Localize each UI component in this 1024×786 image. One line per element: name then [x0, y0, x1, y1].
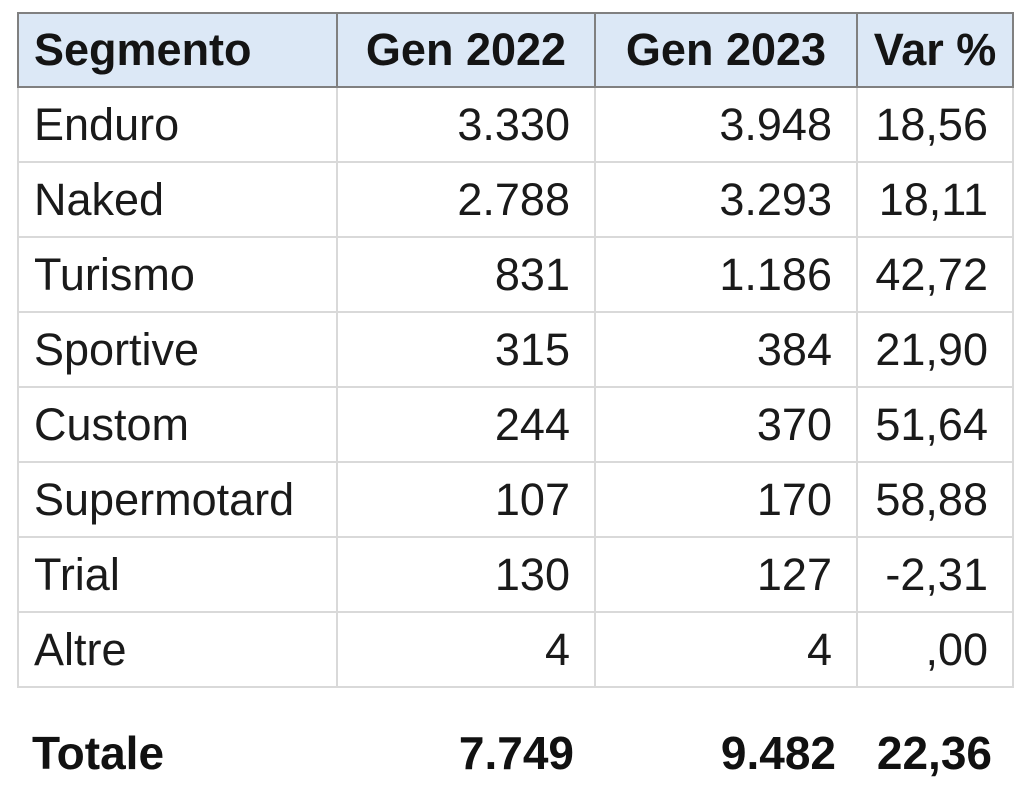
total-row: Totale 7.749 9.482 22,36 — [17, 720, 1012, 786]
table-row: Enduro 3.330 3.948 18,56 — [17, 86, 1014, 163]
header-cell-segmento: Segmento — [17, 12, 338, 88]
table-row: Altre 4 4 ,00 — [17, 611, 1014, 688]
table-row: Naked 2.788 3.293 18,11 — [17, 161, 1014, 238]
header-cell-gen-2023: Gen 2023 — [594, 12, 858, 88]
gen-2022-value-cell: 107 — [336, 461, 596, 538]
var-pct-value-cell: 42,72 — [856, 236, 1014, 313]
segment-name-cell: Enduro — [17, 86, 338, 163]
var-pct-value-cell: 18,56 — [856, 86, 1014, 163]
segment-name-cell: Turismo — [17, 236, 338, 313]
segment-name-cell: Custom — [17, 386, 338, 463]
gen-2023-value-cell: 384 — [594, 311, 858, 388]
gen-2022-value-cell: 831 — [336, 236, 596, 313]
gen-2022-value-cell: 244 — [336, 386, 596, 463]
var-pct-value-cell: 51,64 — [856, 386, 1014, 463]
segment-name-cell: Trial — [17, 536, 338, 613]
gen-2023-value-cell: 170 — [594, 461, 858, 538]
gen-2023-value-cell: 3.293 — [594, 161, 858, 238]
header-cell-var-pct: Var % — [856, 12, 1014, 88]
var-pct-value-cell: 21,90 — [856, 311, 1014, 388]
table-row: Trial 130 127 -2,31 — [17, 536, 1014, 613]
total-label-cell: Totale — [17, 720, 336, 786]
gen-2022-value-cell: 3.330 — [336, 86, 596, 163]
segment-name-cell: Altre — [17, 611, 338, 688]
data-table: Segmento Gen 2022 Gen 2023 Var % Enduro … — [17, 12, 1014, 688]
gen-2022-value-cell: 315 — [336, 311, 596, 388]
header-cell-gen-2022: Gen 2022 — [336, 12, 596, 88]
header-row: Segmento Gen 2022 Gen 2023 Var % — [17, 12, 1014, 88]
table-row: Sportive 315 384 21,90 — [17, 311, 1014, 388]
segment-name-cell: Naked — [17, 161, 338, 238]
gen-2023-value-cell: 4 — [594, 611, 858, 688]
segment-sales-table: Segmento Gen 2022 Gen 2023 Var % Enduro … — [17, 12, 1014, 786]
total-var-pct-value-cell: 22,36 — [856, 720, 1012, 786]
gen-2023-value-cell: 1.186 — [594, 236, 858, 313]
var-pct-value-cell: 18,11 — [856, 161, 1014, 238]
total-gen-2022-value-cell: 7.749 — [336, 720, 594, 786]
table-row: Custom 244 370 51,64 — [17, 386, 1014, 463]
total-gen-2023-value-cell: 9.482 — [594, 720, 856, 786]
gen-2023-value-cell: 370 — [594, 386, 858, 463]
var-pct-value-cell: -2,31 — [856, 536, 1014, 613]
table-row: Supermotard 107 170 58,88 — [17, 461, 1014, 538]
gen-2023-value-cell: 3.948 — [594, 86, 858, 163]
gen-2022-value-cell: 130 — [336, 536, 596, 613]
gen-2022-value-cell: 2.788 — [336, 161, 596, 238]
segment-name-cell: Supermotard — [17, 461, 338, 538]
table-row: Turismo 831 1.186 42,72 — [17, 236, 1014, 313]
var-pct-value-cell: ,00 — [856, 611, 1014, 688]
var-pct-value-cell: 58,88 — [856, 461, 1014, 538]
gen-2022-value-cell: 4 — [336, 611, 596, 688]
segment-name-cell: Sportive — [17, 311, 338, 388]
gen-2023-value-cell: 127 — [594, 536, 858, 613]
